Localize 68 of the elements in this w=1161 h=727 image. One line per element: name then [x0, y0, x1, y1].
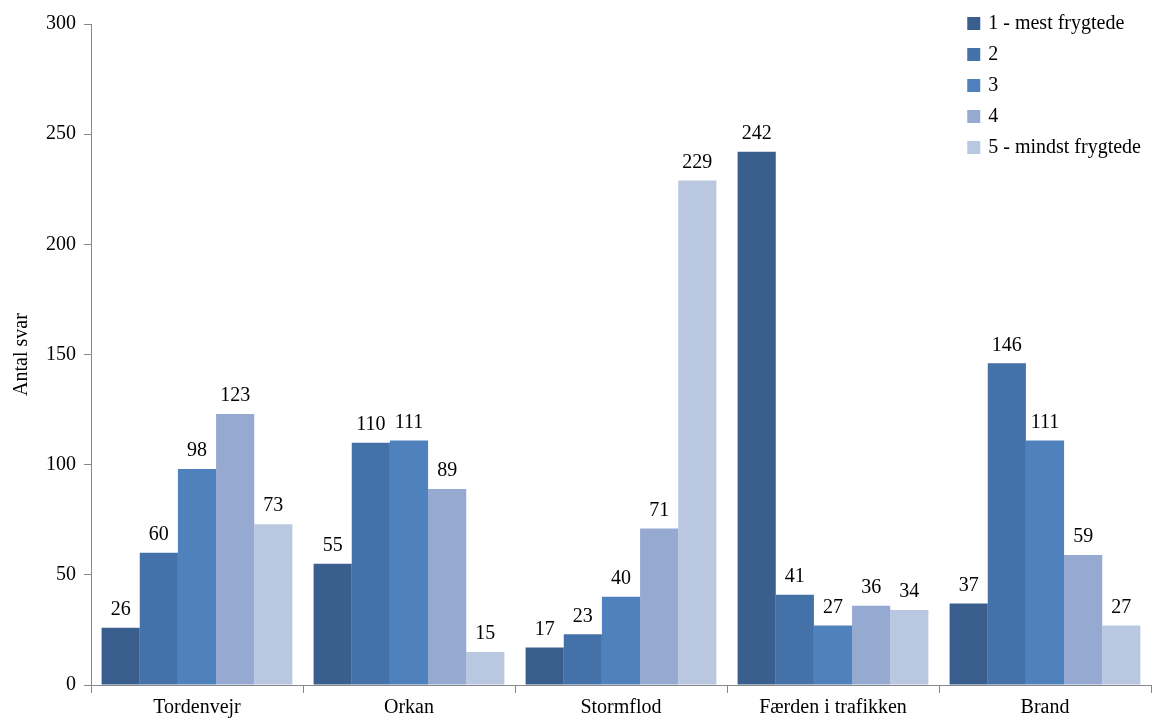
bar: [254, 524, 293, 685]
data-label: 55: [322, 533, 343, 556]
bar: [890, 610, 929, 685]
bar: [813, 625, 853, 685]
bar: [177, 469, 217, 685]
bar: [563, 634, 602, 685]
bar: [428, 488, 467, 685]
legend-label: 4: [988, 103, 999, 126]
data-label: 111: [1030, 409, 1060, 432]
data-label: 59: [1073, 524, 1094, 547]
bar: [640, 528, 679, 685]
bar: [139, 552, 178, 685]
y-tick-label: 300: [46, 11, 76, 34]
bar: [949, 603, 988, 685]
legend-label: 2: [988, 41, 999, 64]
y-tick-label: 250: [46, 121, 76, 144]
bar: [987, 363, 1026, 685]
data-label: 229: [682, 149, 713, 172]
data-label: 27: [823, 594, 843, 617]
data-label: 98: [187, 438, 207, 461]
y-tick-label: 200: [46, 231, 76, 254]
bar: [313, 563, 352, 685]
data-label: 41: [784, 563, 805, 586]
y-tick-label: 100: [46, 451, 76, 474]
legend-label: 3: [988, 72, 999, 95]
data-label: 27: [1111, 594, 1132, 617]
bar: [466, 651, 505, 685]
bar: [775, 594, 814, 685]
data-label: 15: [475, 621, 496, 644]
data-label: 110: [356, 411, 386, 434]
x-tick-label: Stormflod: [580, 695, 662, 718]
data-label: 60: [148, 522, 169, 545]
bar: [101, 627, 140, 685]
data-label: 34: [899, 579, 920, 602]
data-label: 146: [991, 332, 1022, 355]
y-axis-title: Antal svar: [9, 312, 32, 396]
bar: [1025, 440, 1065, 685]
data-label: 89: [437, 458, 458, 481]
y-tick-label: 50: [56, 562, 76, 585]
x-tick-label: Brand: [1020, 695, 1070, 718]
x-tick-label: Tordenvejr: [153, 695, 242, 719]
data-label: 71: [649, 497, 670, 520]
bar: [1064, 555, 1103, 685]
legend-label: 5 - mindst frygtede: [988, 134, 1142, 158]
data-label: 17: [534, 616, 555, 639]
data-label: 23: [572, 603, 593, 626]
bar: [737, 151, 776, 685]
legend-label: 1 - mest frygtede: [988, 10, 1125, 34]
bar: [525, 647, 564, 685]
data-label: 111: [394, 409, 424, 432]
bar: [351, 442, 390, 685]
bar: [1102, 625, 1141, 685]
bar: [678, 180, 717, 685]
y-tick-label: 0: [66, 672, 76, 695]
bar: [216, 413, 255, 685]
data-label: 40: [611, 566, 631, 589]
y-tick-label: 150: [46, 341, 76, 364]
x-tick-label: Færden i trafikken: [759, 695, 907, 718]
data-label: 37: [958, 572, 979, 595]
data-label: 26: [110, 596, 131, 619]
bar: [601, 596, 641, 685]
bar: [852, 605, 891, 685]
data-label: 123: [220, 383, 251, 406]
data-label: 242: [741, 121, 772, 144]
bar: [389, 440, 429, 685]
x-tick-label: Orkan: [384, 695, 434, 718]
data-label: 73: [263, 493, 284, 516]
data-label: 36: [861, 574, 882, 597]
